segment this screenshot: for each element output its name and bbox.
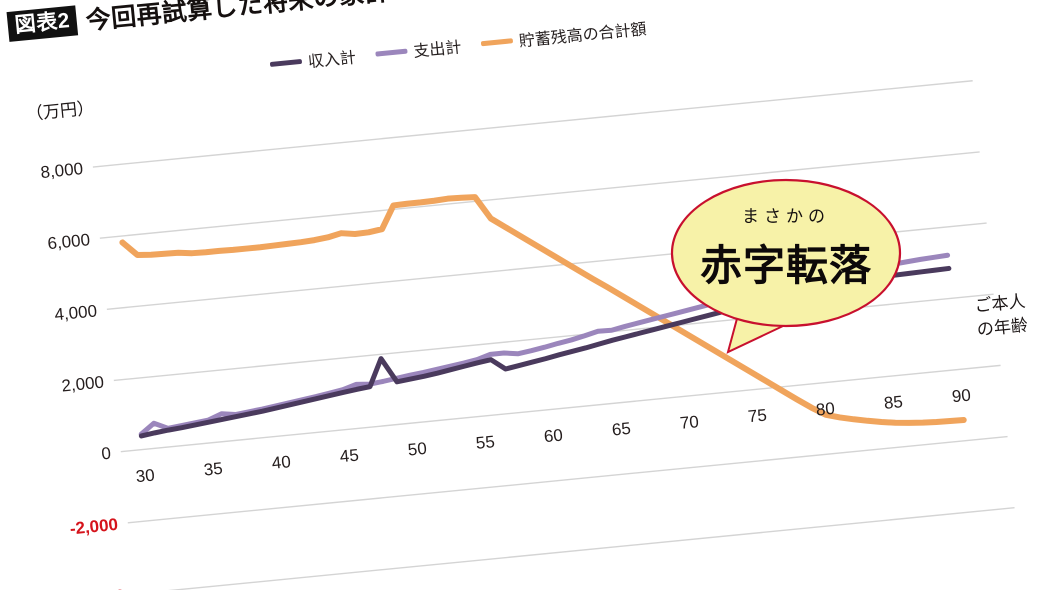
x-tick-label: 55 — [475, 432, 496, 453]
y-axis-tick-labels: 8,000 6,000 4,000 2,000 0 -2,000 -4,000 — [40, 159, 126, 590]
callout-text-line2: 赤字転落 — [700, 243, 872, 290]
x-tick-label: 65 — [611, 419, 632, 440]
y-tick-label: -4,000 — [76, 586, 126, 590]
y-tick-label: -2,000 — [69, 515, 119, 539]
x-axis-title: ご本人 の年齢 — [974, 292, 1029, 340]
x-tick-label: 50 — [407, 439, 428, 460]
x-tick-label: 45 — [339, 445, 360, 466]
callout-bubble — [670, 178, 902, 328]
x-tick-label: 60 — [543, 425, 564, 446]
y-tick-label: 4,000 — [54, 301, 98, 324]
y-tick-label: 2,000 — [61, 373, 105, 396]
x-tick-label: 75 — [747, 405, 768, 426]
gridline — [92, 80, 973, 168]
x-tick-label: 35 — [203, 459, 224, 480]
gridline — [127, 435, 1008, 524]
x-tick-label: 70 — [679, 412, 700, 433]
series-line-savings — [119, 194, 967, 426]
x-axis-tick-labels: 30 35 40 45 50 55 60 65 70 75 80 85 90 — [135, 385, 972, 486]
x-tick-label: 40 — [271, 452, 292, 473]
x-axis-title-line2: の年齢 — [976, 316, 1029, 340]
gridlines — [92, 80, 1015, 590]
x-tick-label: 90 — [951, 385, 972, 406]
x-tick-label: 30 — [135, 465, 156, 486]
gridline — [99, 151, 980, 239]
gridline — [134, 507, 1015, 590]
callout-annotation: まさかの 赤字転落 — [670, 178, 902, 354]
x-tick-label: 85 — [883, 392, 904, 413]
y-tick-label: 0 — [101, 444, 112, 464]
x-axis-title-line1: ご本人 — [974, 292, 1027, 316]
callout-text-line1: まさかの — [742, 207, 830, 226]
y-tick-label: 6,000 — [47, 230, 91, 253]
y-tick-label: 8,000 — [40, 159, 84, 182]
gridline — [120, 364, 1001, 453]
x-tick-label: 80 — [815, 399, 836, 420]
